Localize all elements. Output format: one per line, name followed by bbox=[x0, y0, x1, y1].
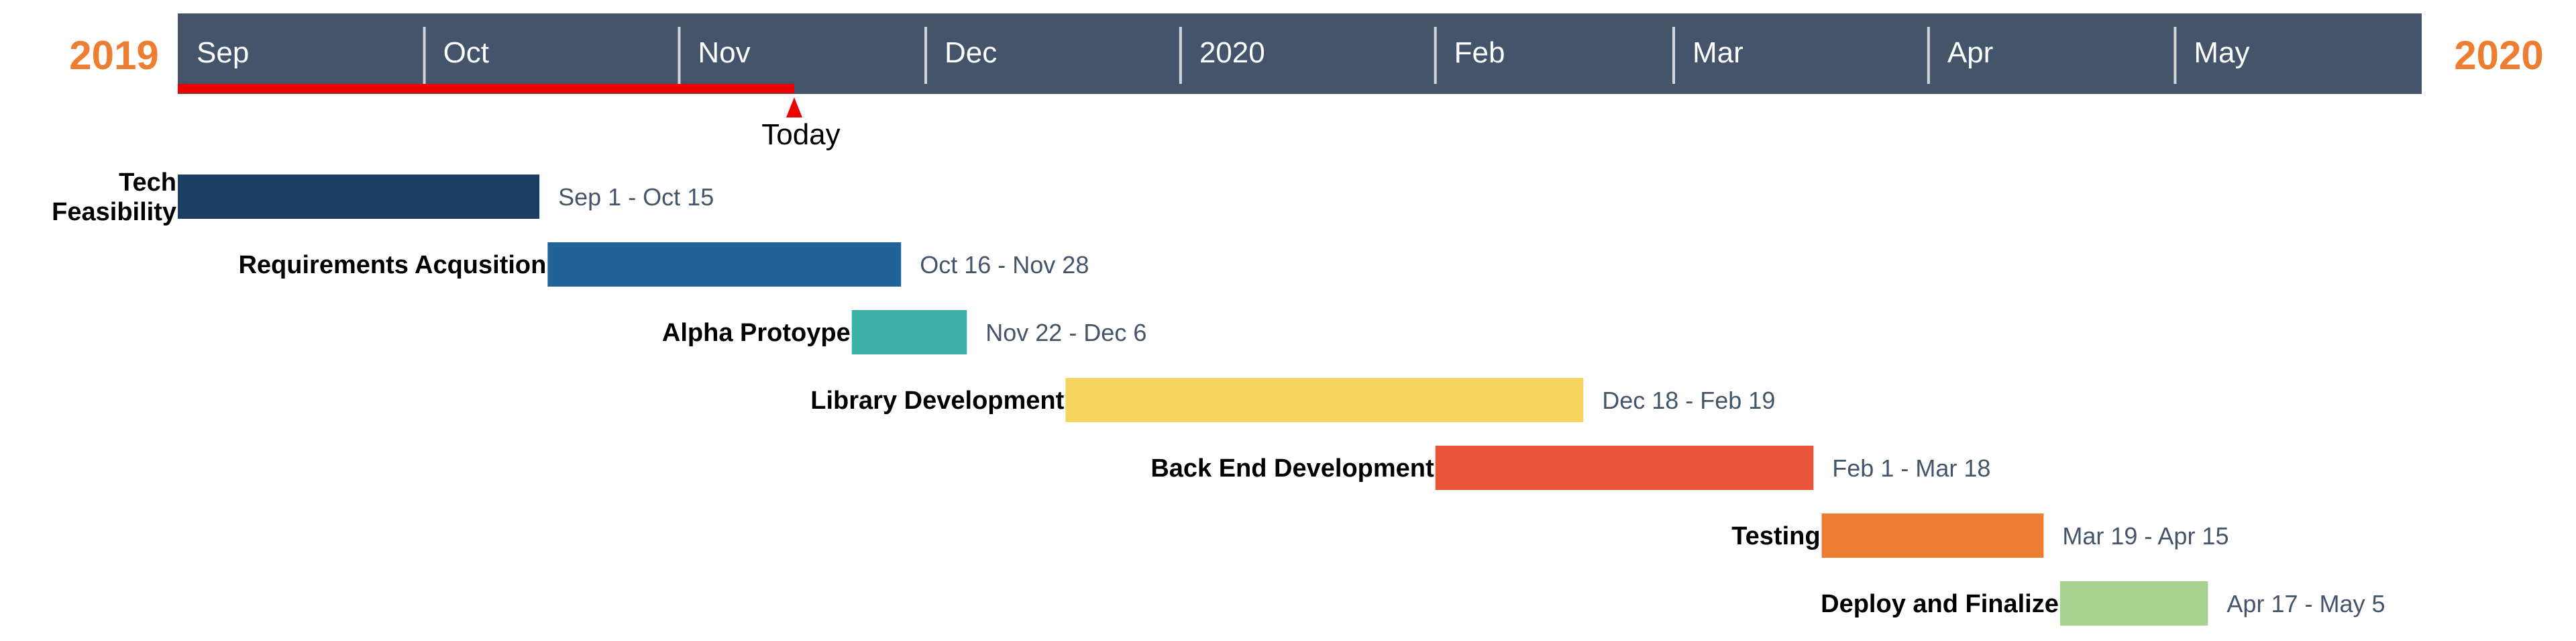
month-tick-label: Feb bbox=[1454, 36, 1505, 69]
timeline-header-band bbox=[178, 13, 2422, 94]
today-label: Today bbox=[761, 118, 840, 151]
month-tick-label: Sep bbox=[197, 36, 249, 69]
task-date-range-label: Dec 18 - Feb 19 bbox=[1602, 387, 1775, 414]
today-indicator: Today bbox=[178, 84, 841, 151]
task-date-range-label: Sep 1 - Oct 15 bbox=[558, 183, 714, 211]
task-name-label: Feasibility bbox=[52, 198, 176, 226]
month-tick-label: May bbox=[2194, 36, 2249, 69]
task-bar bbox=[178, 175, 540, 219]
task-date-range-label: Mar 19 - Apr 15 bbox=[2062, 522, 2229, 550]
today-marker bbox=[786, 97, 802, 117]
month-tick-label: Dec bbox=[945, 36, 997, 69]
end-year-label: 2020 bbox=[2454, 33, 2543, 78]
task-bar bbox=[2059, 581, 2208, 626]
month-tick-label: Mar bbox=[1693, 36, 1743, 69]
task-date-range-label: Apr 17 - May 5 bbox=[2226, 590, 2385, 618]
month-tick-label: Apr bbox=[1947, 36, 1993, 69]
month-tick-label: 2020 bbox=[1199, 36, 1265, 69]
task-name-label: Alpha Protoype bbox=[662, 319, 851, 347]
start-year-label: 2019 bbox=[69, 33, 158, 78]
month-tick-label: Nov bbox=[698, 36, 750, 69]
month-scale: Sep Oct Nov Dec 2020 Feb Mar Apr May bbox=[197, 27, 2250, 84]
task-date-range-label: Oct 16 - Nov 28 bbox=[920, 251, 1089, 279]
task-name-label: Tech bbox=[119, 168, 176, 197]
task-date-range-label: Feb 1 - Mar 18 bbox=[1832, 454, 1990, 482]
task-bar bbox=[1435, 446, 1814, 490]
task-name-label: Testing bbox=[1731, 522, 1820, 550]
task-name-label: Back End Development bbox=[1150, 454, 1434, 483]
task-date-range-label: Nov 22 - Dec 6 bbox=[985, 319, 1146, 346]
task-bar bbox=[1821, 513, 2044, 558]
task-bar bbox=[851, 310, 967, 354]
task-bar bbox=[1065, 378, 1584, 422]
task-bar bbox=[547, 242, 902, 287]
month-tick-label: Oct bbox=[443, 36, 489, 69]
today-progress-line bbox=[178, 84, 794, 93]
task-name-label: Library Development bbox=[810, 387, 1064, 415]
task-name-label: Requirements Acqusition bbox=[238, 251, 546, 279]
task-name-label: Deploy and Finalize bbox=[1821, 590, 2059, 618]
